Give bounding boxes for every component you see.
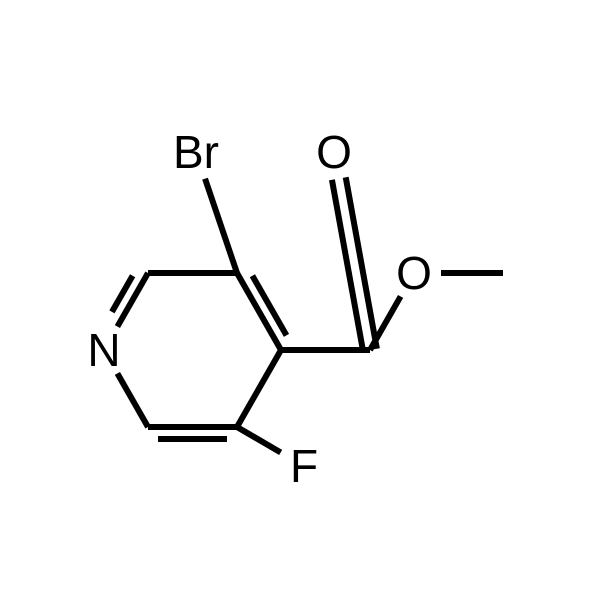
- atom-label-o1: O: [316, 126, 352, 178]
- canvas-background: [0, 0, 600, 600]
- atom-label-f: F: [290, 440, 318, 492]
- atom-label-o2: O: [396, 247, 432, 299]
- atom-label-br: Br: [173, 126, 219, 178]
- molecule-diagram: N Br F O O: [0, 0, 600, 600]
- atom-label-n1: N: [87, 324, 120, 376]
